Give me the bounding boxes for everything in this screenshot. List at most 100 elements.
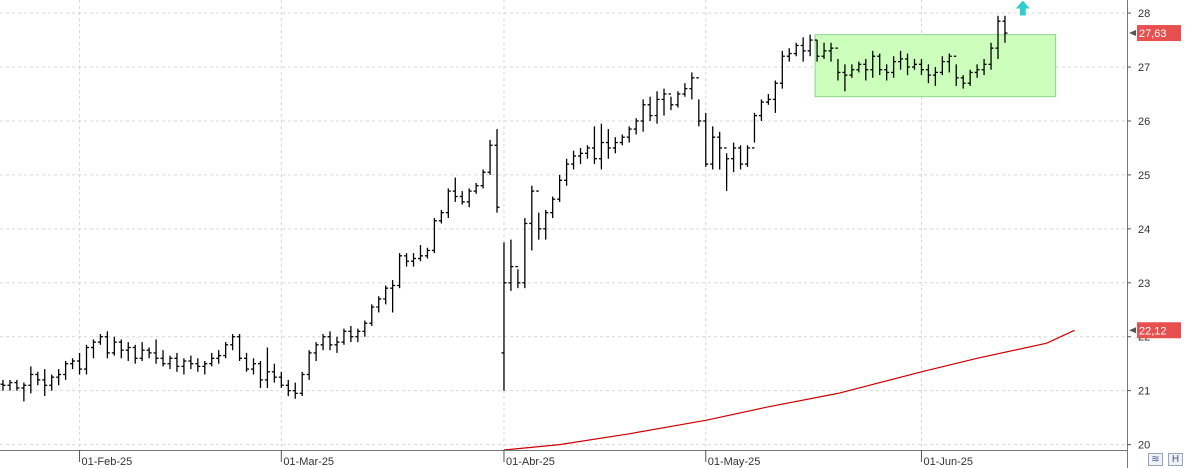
ohlc-bar [501,242,507,391]
signal-arrow [1015,0,1030,16]
ohlc-bar [974,64,980,78]
ohlc-bar [612,137,618,154]
ohlc-bar [675,91,681,108]
ohlc-bar [849,64,855,78]
y-tick-label: 20 [1138,440,1150,452]
price-tag-label: 27,63 [1139,28,1167,40]
ohlc-bar [543,209,549,240]
ohlc-bar [765,94,771,105]
highlight-zone [814,34,1057,98]
ohlc-bar [925,64,931,84]
ohlc-bar [417,245,423,262]
ohlc-bar [598,123,604,170]
ohlc-bar [459,191,465,205]
ohlc-bar [327,331,333,351]
y-tick-label: 25 [1138,170,1150,182]
ohlc-bar [271,363,277,383]
ohlc-bar [139,342,145,361]
ohlc-bar [466,188,472,208]
ohlc-bar [967,69,973,86]
zoom-icon[interactable]: ≋ [1148,453,1163,466]
moving-average-line [503,329,1075,451]
ohlc-bar [397,253,403,289]
ohlc-bar [132,344,138,364]
ohlc-bar [369,304,375,326]
ohlc-bar [237,334,243,361]
ohlc-bar [348,325,354,343]
ohlc-bar [814,39,820,62]
ohlc-bar [807,34,813,57]
ohlc-bar [195,358,201,372]
x-tick-label: 01-Abr-25 [506,456,555,468]
ohlc-bar [550,196,556,219]
ohlc-bar [362,320,368,337]
ohlc-bar [438,209,444,224]
ohlc-bar [473,183,479,194]
ohlc-bar [939,56,945,76]
ohlc-bar [932,67,938,86]
ohlc-bar [202,361,208,375]
ohlc-bar [63,361,69,380]
ohlc-bar [717,131,723,170]
ohlc-bar [49,374,55,391]
ohlc-bar [487,139,493,175]
ohlc-bar [724,147,730,192]
ohlc-bar [842,64,848,92]
ohlc-bar [14,379,20,391]
price-tag: 22,12 [1129,322,1181,339]
ohlc-bar [870,50,876,78]
ohlc-bar [257,361,263,388]
ohlc-bar [911,58,917,70]
ohlc-bar [508,239,514,291]
ohlc-bar [313,342,319,361]
ohlc-bar [738,145,744,170]
ohlc-bar [578,147,584,165]
ohlc-bar [981,58,987,76]
ohlc-bar [334,336,340,353]
ohlc-bar [244,352,250,372]
ohlc-bar [341,328,347,345]
ohlc-bar [306,350,312,380]
y-tick-label: 21 [1138,386,1150,398]
ohlc-bar [209,352,215,367]
ohlc-bar [682,83,688,97]
y-tick-label: 23 [1138,278,1150,290]
ohlc-bar [70,358,76,370]
ohlc-bar [758,99,764,121]
ohlc-bar [445,188,451,219]
ohlc-bar [125,342,131,361]
ohlc-bar [56,369,62,386]
x-tick-label: 01-May-25 [708,456,761,468]
save-icon[interactable]: H [1168,453,1183,466]
ohlc-bar [35,371,41,386]
ohlc-bar [390,280,396,313]
ohlc-bar [988,42,994,70]
ohlc-bar [863,58,869,81]
ohlc-bar [584,145,590,159]
ohlc-bar [828,42,834,62]
ohlc-bar [626,126,632,143]
highlight-zone-rect [814,34,1057,98]
price-tag-label: 22,12 [1139,325,1167,337]
ohlc-bar [174,352,180,372]
ohlc-bar [216,350,222,364]
ohlc-bar [953,55,959,86]
ohlc-bar [146,347,152,359]
ohlc-bar [77,352,83,375]
ohlc-bar [605,129,611,159]
y-tick-label: 26 [1138,116,1150,128]
ohlc-bar [536,190,542,240]
axes [0,0,1128,468]
ohlc-bar [946,53,952,73]
ohlc-bar [83,344,89,375]
ohlc-bar [111,336,117,356]
ohlc-bar [515,265,521,289]
x-axis-ticks: 01-Feb-25 01-Mar-25 01-Abr-25 01-May-25 01-J… [79,450,973,468]
ohlc-bar [779,50,785,89]
ohlc-bar [411,253,417,267]
ohlc-bar [710,126,716,170]
ohlc-bar [557,174,563,202]
ohlc-bar [28,366,34,394]
y-tick-label: 28 [1138,8,1150,20]
ohlc-bar [786,48,792,62]
